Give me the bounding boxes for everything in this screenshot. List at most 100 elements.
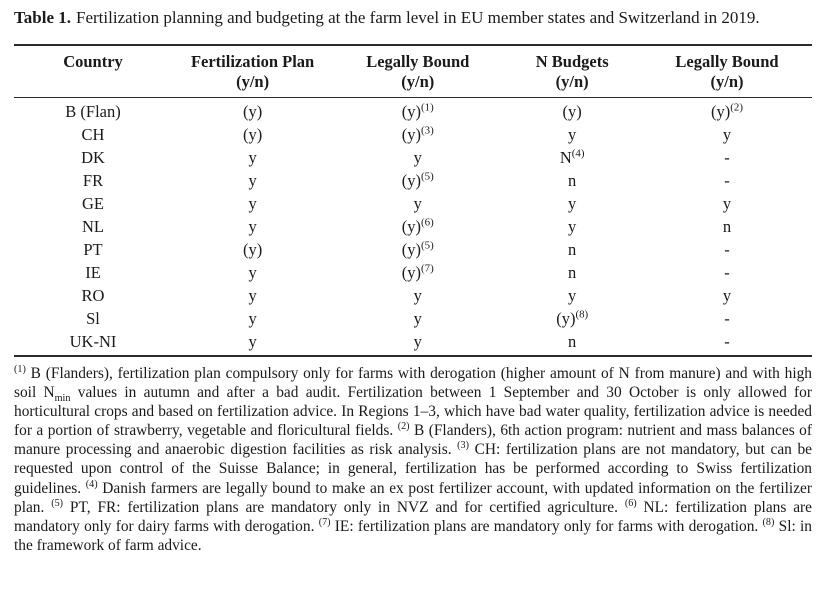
footnote-text: IE: fertilization plans are mandatory on…: [330, 517, 763, 535]
footnote-text: B (Flanders), fertilization plan compuls…: [14, 365, 812, 402]
footnote-marker: (6): [421, 216, 434, 229]
column-header-fertilization-plan: Fertilization Plan (y/n): [172, 45, 334, 98]
footnote-text: Danish farmers are legally bound to make…: [14, 479, 812, 516]
cell-text: GE: [82, 194, 104, 213]
cell-value: (y)(1): [333, 98, 502, 124]
cell-text: (y): [556, 309, 576, 328]
cell-text: (y): [242, 240, 263, 259]
footnote-marker: (5): [421, 170, 434, 183]
cell-value: (y)(7): [333, 261, 502, 284]
table-row: DK y y N(4) -: [14, 146, 812, 169]
cell-value: (y)(5): [333, 238, 502, 261]
cell-value: y: [642, 284, 812, 307]
footnote-marker: (2): [397, 421, 410, 433]
cell-value: y: [502, 123, 642, 146]
table-row: FR y (y)(5) n -: [14, 169, 812, 192]
table-caption-text: Fertilization planning and budgeting at …: [76, 8, 760, 27]
cell-text: -: [724, 332, 730, 351]
cell-text: IE: [85, 263, 101, 282]
cell-text: y: [568, 217, 577, 236]
footnote-marker: (8): [575, 308, 589, 321]
cell-text: UK-NI: [69, 332, 117, 351]
cell-text: -: [724, 263, 730, 282]
cell-value: n: [502, 238, 642, 261]
cell-text: (y): [242, 125, 263, 144]
cell-text: n: [568, 171, 577, 190]
cell-value: (y): [172, 123, 333, 146]
footnote-marker: (7): [318, 516, 331, 528]
cell-value: -: [642, 169, 812, 192]
cell-value: (y)(3): [333, 123, 502, 146]
cell-text: N: [559, 148, 572, 167]
cell-text: y: [248, 332, 257, 351]
table-header: Country Fertilization Plan (y/n) Legally Bo…: [14, 45, 812, 98]
cell-text: NL: [82, 217, 104, 236]
cell-text: -: [724, 171, 730, 190]
cell-text: (y): [711, 102, 731, 121]
footnote-text: CH: fertilization plans are not mandator…: [14, 441, 812, 497]
cell-value: -: [642, 261, 812, 284]
cell-text: y: [248, 286, 257, 305]
table-header-row: Country Fertilization Plan (y/n) Legally Bo…: [14, 45, 812, 98]
cell-country: Sl: [14, 307, 172, 330]
cell-text: n: [568, 332, 577, 351]
cell-value: n: [502, 169, 642, 192]
cell-text: y: [722, 286, 732, 305]
cell-text: y: [248, 217, 257, 236]
cell-value: (y)(2): [642, 98, 812, 124]
cell-text: y: [413, 332, 422, 351]
cell-value: -: [642, 330, 812, 356]
cell-text: y: [722, 194, 732, 213]
cell-country: GE: [14, 192, 172, 215]
cell-value: y: [172, 169, 333, 192]
column-title: N Budgets: [535, 52, 609, 71]
cell-text: n: [568, 263, 577, 282]
footnote-marker: (4): [571, 147, 585, 160]
cell-value: y: [333, 284, 502, 307]
cell-value: -: [642, 146, 812, 169]
cell-text: y: [248, 148, 257, 167]
cell-value: N(4): [502, 146, 642, 169]
cell-value: y: [502, 284, 642, 307]
cell-value: y: [172, 307, 333, 330]
cell-value: (y): [172, 98, 333, 124]
cell-country: B (Flan): [14, 98, 172, 124]
cell-country: CH: [14, 123, 172, 146]
cell-text: (y): [401, 217, 422, 236]
cell-text: (y): [242, 102, 263, 121]
cell-text: B (Flan): [65, 102, 121, 121]
cell-text: y: [248, 194, 257, 213]
cell-value: y: [333, 192, 502, 215]
column-title: Legally Bound: [366, 52, 470, 71]
footnote-marker: (5): [51, 497, 64, 509]
column-title: Fertilization Plan: [190, 52, 315, 71]
table-row: Sl y y (y)(8) -: [14, 307, 812, 330]
cell-value: y: [333, 146, 502, 169]
cell-value: y: [172, 192, 333, 215]
cell-text: Sl: [86, 309, 100, 328]
cell-value: n: [642, 215, 812, 238]
cell-text: CH: [81, 125, 105, 144]
column-title: Country: [63, 52, 123, 71]
cell-value: -: [642, 238, 812, 261]
table-row: RO y y y y: [14, 284, 812, 307]
cell-text: y: [248, 263, 257, 282]
cell-value: (y)(6): [333, 215, 502, 238]
column-header-country: Country: [14, 45, 172, 98]
cell-value: (y)(5): [333, 169, 502, 192]
cell-value: y: [333, 330, 502, 356]
column-title: Legally Bound: [675, 52, 779, 71]
cell-text: DK: [81, 148, 105, 167]
table-row: GE y y y y: [14, 192, 812, 215]
cell-text: (y): [401, 125, 422, 144]
cell-text: y: [568, 286, 577, 305]
column-header-n-budgets: N Budgets (y/n): [502, 45, 642, 98]
cell-text: y: [413, 194, 422, 213]
cell-value: y: [172, 284, 333, 307]
cell-text: (y): [401, 240, 422, 259]
cell-country: DK: [14, 146, 172, 169]
cell-country: PT: [14, 238, 172, 261]
cell-country: UK-NI: [14, 330, 172, 356]
subscript-text: min: [54, 393, 71, 405]
